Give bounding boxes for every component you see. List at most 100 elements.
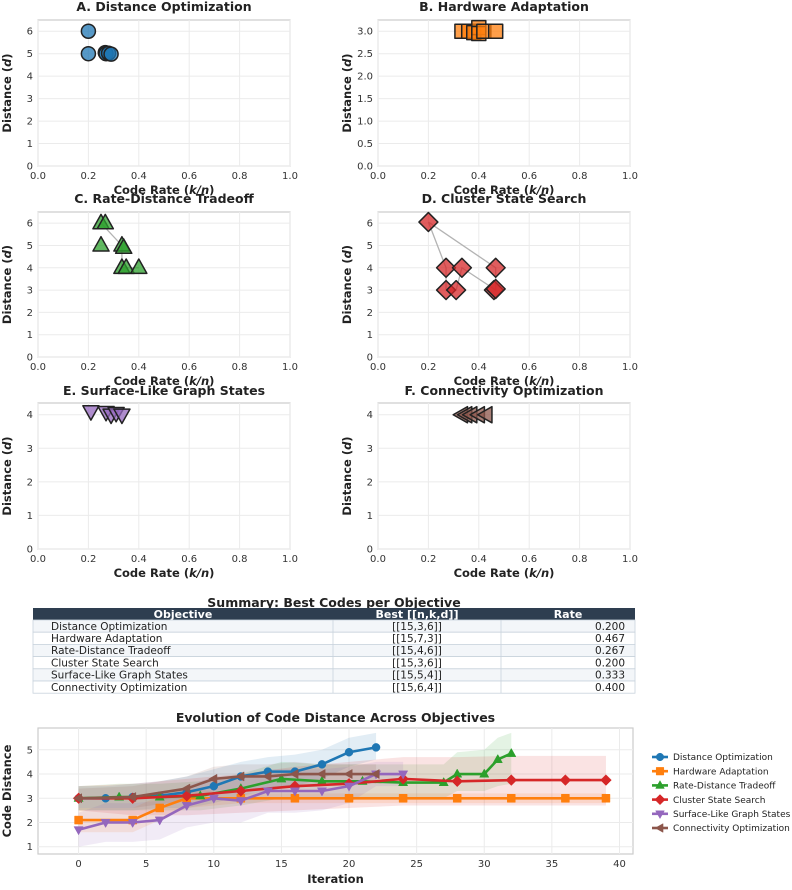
legend-marker (655, 752, 665, 762)
y-tick-label: 2 (27, 117, 33, 128)
data-point (487, 23, 504, 39)
y-tick-label: 2.5 (357, 49, 373, 60)
table-cell-rate: 0.467 (595, 633, 625, 645)
y-tick-label: 1 (27, 511, 33, 522)
x-tick-label: 0.2 (80, 362, 96, 373)
series-point (127, 819, 138, 828)
table-cell-rate: 0.200 (595, 657, 625, 669)
y-axis-label: Distance (d) (340, 245, 354, 324)
table-cell-objective: Surface-Like Graph States (51, 670, 188, 682)
y-tick-label: 0 (367, 545, 373, 556)
table-cell-code: [[15,3,6]] (392, 621, 442, 633)
x-tick-label: 0.4 (471, 362, 487, 373)
y-tick-label: 3 (367, 286, 373, 297)
x-tick-label: 5 (143, 859, 149, 870)
x-tick-label: 0.6 (181, 554, 197, 565)
y-tick-label: 1 (367, 330, 373, 341)
y-tick-label: 4 (367, 263, 373, 274)
series-point (451, 775, 463, 787)
plot-area (37, 19, 291, 167)
x-tick-label: 1.0 (622, 554, 638, 565)
x-tick-label: 0.8 (572, 362, 588, 373)
data-point (80, 45, 97, 62)
x-tick-label: 1.0 (622, 362, 638, 373)
x-tick-label: 0 (75, 859, 81, 870)
table-cell-rate: 0.333 (595, 670, 625, 682)
series-point (344, 747, 354, 757)
series-point (344, 782, 354, 792)
y-tick-label: 1.5 (357, 94, 373, 105)
y-tick-label: 0.0 (357, 162, 373, 173)
x-axis-label: Code Rate (k/n) (114, 566, 215, 580)
panel-c: 0.0 0.2 0.4 0.6 0.8 1.0 0 1 2 3 4 5 6 C. Rate-Distanc… (0, 191, 298, 388)
x-tick-label: 0.0 (30, 554, 46, 565)
table-cell-rate: 0.200 (595, 621, 625, 633)
table-cell-objective: Rate-Distance Tradeoff (51, 645, 171, 657)
y-tick-label: 3.0 (357, 27, 373, 38)
table-column-header: Rate (554, 608, 583, 621)
x-axis-label: Iteration (307, 872, 364, 886)
plot-area (37, 402, 291, 550)
legend-marker (655, 780, 665, 789)
x-tick-label: 0.6 (521, 362, 537, 373)
y-tick-label: 4 (27, 770, 33, 781)
x-tick-label: 0.8 (232, 554, 248, 565)
table-cell-objective: Cluster State Search (51, 657, 159, 669)
series-point (276, 773, 287, 783)
data-point (435, 257, 457, 278)
table-header-row (33, 608, 635, 620)
x-tick-label: 20 (343, 859, 356, 870)
table-cell-rate: 0.400 (595, 682, 625, 694)
plot-area (37, 727, 634, 855)
y-axis-label: Distance (d) (340, 53, 354, 132)
table-cell-objective: Hardware Adaptation (51, 633, 162, 645)
x-axis-label: Code Rate (k/n) (454, 183, 555, 197)
table-cell-objective: Distance Optimization (51, 621, 167, 633)
y-tick-label: 5 (27, 49, 33, 60)
x-tick-label: 0.8 (232, 171, 248, 182)
series-point (600, 774, 612, 786)
legend-label: Hardware Adaptation (673, 767, 769, 777)
legend-label: Rate-Distance Tradeoff (673, 782, 776, 792)
y-tick-label: 4 (367, 410, 373, 421)
y-tick-label: 3 (27, 444, 33, 455)
series-point (181, 783, 191, 794)
table-cell-objective: Connectivity Optimization (51, 682, 187, 694)
series-point (181, 790, 193, 802)
y-tick-label: 5 (27, 241, 33, 252)
x-axis-label: Code Rate (k/n) (114, 374, 215, 388)
y-tick-label: 3 (27, 286, 33, 297)
panel-d: 0.0 0.2 0.4 0.6 0.8 1.0 0 1 2 3 4 5 6 D. Cluster Stat… (340, 191, 638, 388)
series-point (181, 802, 192, 811)
data-point (113, 408, 131, 425)
y-axis-label: Distance (d) (0, 245, 14, 324)
series-point (559, 774, 572, 786)
y-tick-label: 0.5 (357, 139, 373, 150)
panel-f: 0.0 0.2 0.4 0.6 0.8 1.0 0 1 2 3 4 F. Connectivity O… (340, 383, 638, 580)
y-tick-label: 5 (27, 745, 33, 756)
panel-a: 0.0 0.2 0.4 0.6 0.8 1.0 0 1 2 3 4 5 6 A. Distance Opt… (0, 0, 298, 197)
data-point (114, 238, 133, 255)
series-point (209, 781, 219, 791)
x-tick-label: 0.6 (521, 171, 537, 182)
y-tick-label: 1 (27, 842, 33, 853)
panel-e: 0.0 0.2 0.4 0.6 0.8 1.0 0 1 2 3 4 E. Surface-Like G… (0, 383, 298, 580)
x-axis-label: Code Rate (k/n) (114, 183, 215, 197)
x-tick-label: 1.0 (282, 362, 298, 373)
y-axis-label: Code Distance (0, 744, 14, 837)
panel-title: A. Distance Optimization (76, 0, 251, 14)
y-axis-label: Distance (d) (0, 53, 14, 132)
series-point (506, 748, 517, 757)
confidence-band (78, 732, 377, 811)
y-tick-label: 2 (27, 308, 33, 319)
x-tick-label: 0.8 (572, 554, 588, 565)
panel-title: D. Cluster State Search (422, 191, 587, 206)
table-cell-rate: 0.267 (595, 645, 625, 657)
series-point (370, 769, 380, 779)
legend-marker (655, 810, 665, 819)
panel-b: 0.0 0.2 0.4 0.6 0.8 1.0 0.0 0.5 1.0 1.5 2.0 2.5 3.0 B… (340, 0, 638, 197)
x-tick-label: 0.2 (80, 554, 96, 565)
legend: Distance Optimization Hardware Adaptation… (652, 752, 791, 834)
y-tick-label: 4 (27, 263, 33, 274)
